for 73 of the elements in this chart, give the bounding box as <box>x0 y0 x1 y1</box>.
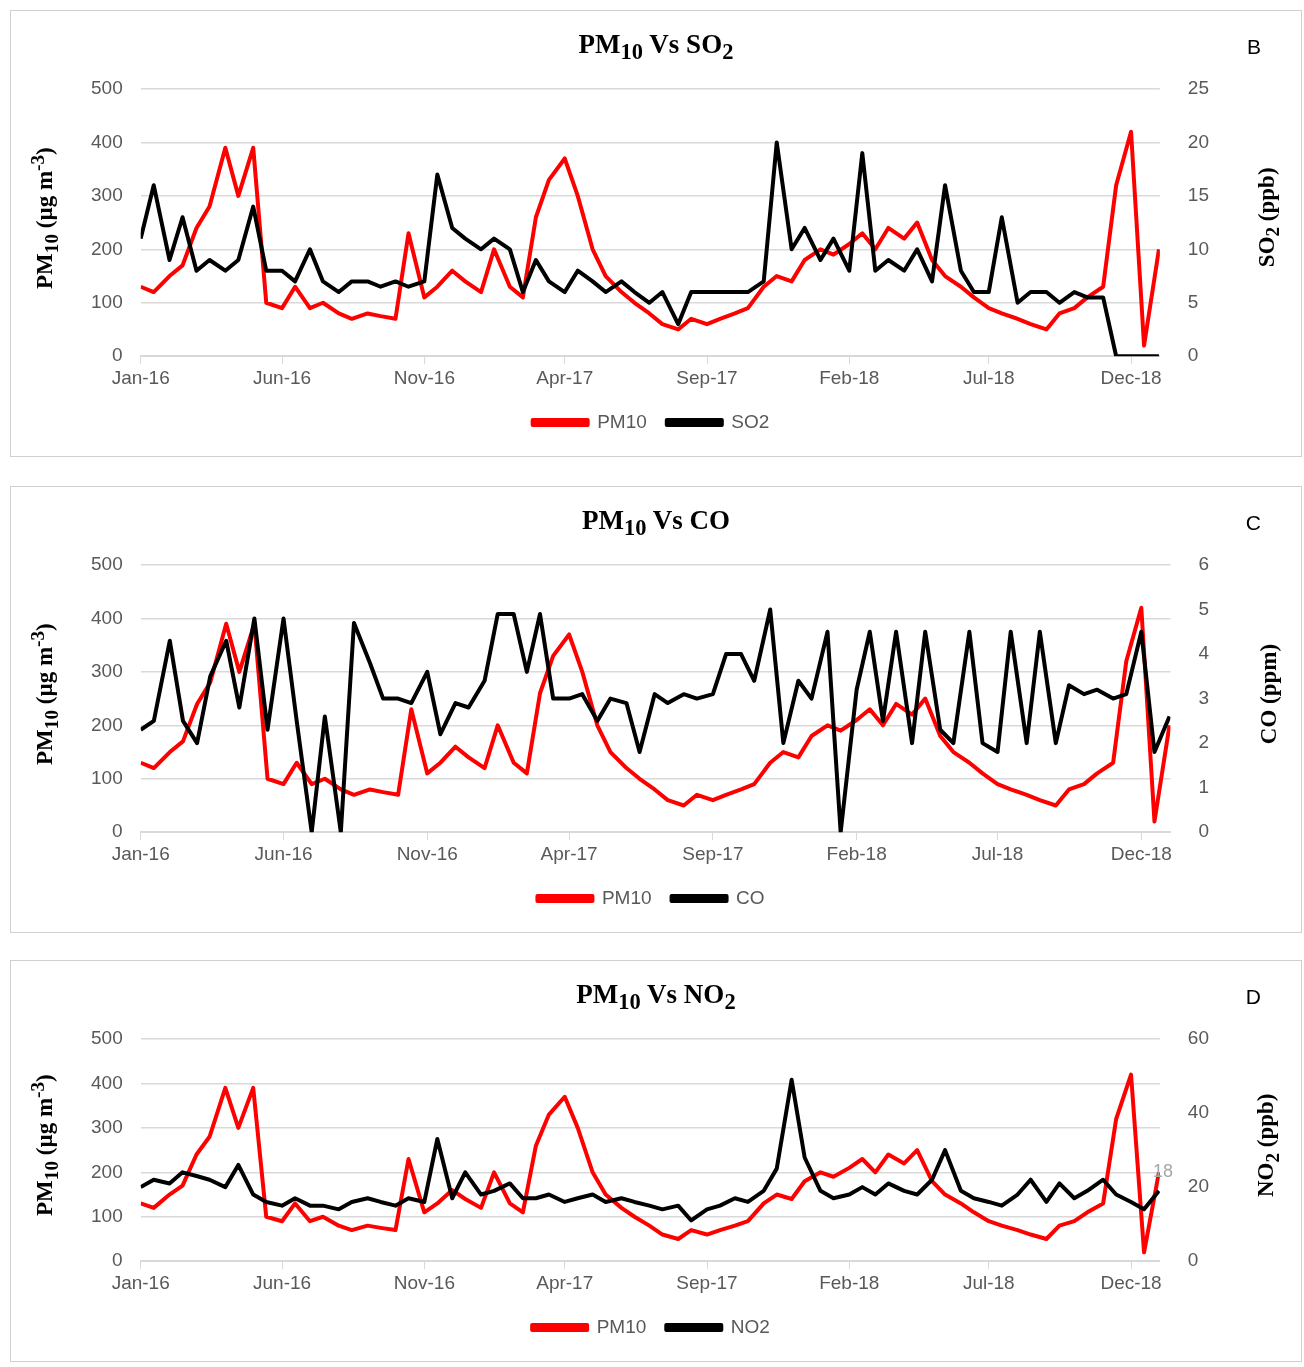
y-tick-label: 200 <box>91 237 123 259</box>
chart-title: PM$_{10}$ Vs NO$_{2}$ <box>576 979 736 1015</box>
x-tick-label: Jul-18 <box>962 366 1015 388</box>
y2-tick-label: 4 <box>1198 642 1210 664</box>
y-tick-label: 400 <box>91 606 123 628</box>
x-tick-label: Jun-16 <box>252 1271 312 1293</box>
x-tick-label: Feb-18 <box>819 1271 880 1293</box>
x-tick-label: Apr-17 <box>536 1271 594 1293</box>
y2-tick-label: 0 <box>1198 820 1210 842</box>
chart-title: PM$_{10}$ Vs SO$_{2}$ <box>578 29 734 65</box>
y2-tick-label: 0 <box>1187 1249 1199 1271</box>
x-tick-label: Apr-17 <box>540 842 598 864</box>
y2-tick-label: 3 <box>1198 686 1210 708</box>
x-tick-label: Nov-16 <box>396 842 458 864</box>
chart-title: PM$_{10}$ Vs CO <box>581 505 730 541</box>
y2-tick-label: 20 <box>1187 130 1210 152</box>
y2-tick-label: 15 <box>1187 184 1210 206</box>
x-tick-label: Jan-16 <box>111 842 170 864</box>
y2-tick-label: 2 <box>1198 731 1210 753</box>
y-tick-label: 300 <box>91 660 123 682</box>
legend-label: PM10 <box>596 1315 647 1337</box>
x-tick-label: Apr-17 <box>536 366 594 388</box>
y-tick-label: 0 <box>112 820 123 842</box>
legend-label: PM10 <box>597 410 647 432</box>
y-tick-label: 100 <box>91 1204 123 1226</box>
y-tick-label: 500 <box>91 553 123 575</box>
legend-label: PM10 <box>601 886 652 908</box>
y2-tick-label: 25 <box>1187 77 1210 99</box>
x-tick-label: Dec-18 <box>1100 1271 1162 1293</box>
y-tick-label: 0 <box>112 344 123 366</box>
x-tick-label: Sep-17 <box>676 1271 738 1293</box>
legend-label: SO2 <box>731 410 770 432</box>
text: C <box>1245 511 1261 535</box>
x-tick-label: Feb-18 <box>826 842 887 864</box>
y2-tick-label: 40 <box>1187 1101 1210 1123</box>
x-tick-label: Jun-16 <box>252 366 312 388</box>
x-tick-label: Sep-17 <box>682 842 744 864</box>
text: D <box>1245 985 1261 1009</box>
x-tick-label: Dec-18 <box>1100 366 1162 388</box>
y2-tick-label: 5 <box>1198 597 1210 619</box>
text: B <box>1246 35 1261 59</box>
x-tick-label: Dec-18 <box>1110 842 1172 864</box>
y2-tick-label: 1 <box>1198 775 1210 797</box>
x-tick-label: Jan-16 <box>111 1271 170 1293</box>
y-tick-label: 0 <box>112 1249 123 1271</box>
y-tick-label: 200 <box>91 713 123 735</box>
y2-tick-label: 0 <box>1187 344 1199 366</box>
y-tick-label: 100 <box>91 290 123 312</box>
x-tick-label: Sep-17 <box>676 366 738 388</box>
y2-axis-title: CO (ppm) <box>1256 643 1283 744</box>
x-tick-label: Jan-16 <box>111 366 170 388</box>
y-tick-label: 400 <box>91 130 123 152</box>
y-tick-label: 500 <box>91 77 123 99</box>
x-tick-label: Jul-18 <box>962 1271 1015 1293</box>
legend-label: NO2 <box>730 1315 770 1337</box>
y-tick-label: 200 <box>91 1160 123 1182</box>
x-tick-label: Feb-18 <box>819 366 880 388</box>
y2-tick-label: 6 <box>1198 553 1210 575</box>
x-tick-label: Nov-16 <box>393 1271 455 1293</box>
y2-tick-label: 10 <box>1187 237 1210 259</box>
annotation: 18 <box>1152 1161 1173 1182</box>
y2-tick-label: 5 <box>1187 290 1199 312</box>
legend-label: CO <box>736 886 765 908</box>
x-tick-label: Jul-18 <box>971 842 1024 864</box>
y2-tick-label: 20 <box>1187 1175 1210 1197</box>
y-tick-label: 400 <box>91 1071 123 1093</box>
y-tick-label: 500 <box>91 1027 123 1049</box>
y-tick-label: 300 <box>91 184 123 206</box>
x-tick-label: Jun-16 <box>254 842 313 864</box>
x-tick-label: Nov-16 <box>393 366 455 388</box>
y-tick-label: 300 <box>91 1116 123 1138</box>
y-tick-label: 100 <box>91 766 123 788</box>
y2-tick-label: 60 <box>1187 1027 1210 1049</box>
